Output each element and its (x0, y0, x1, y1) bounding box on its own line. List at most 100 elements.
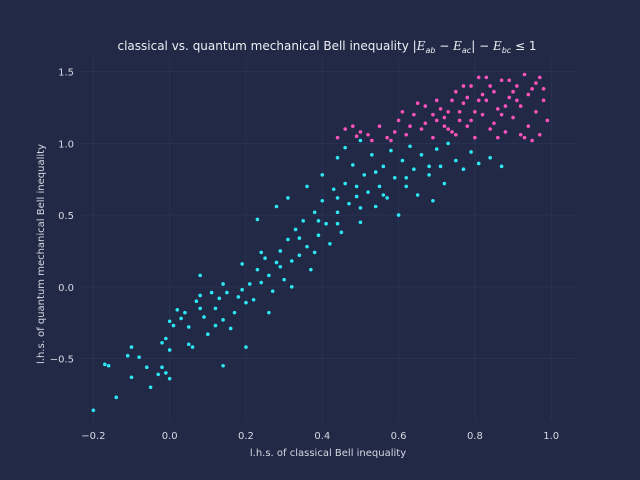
scatter-point (221, 363, 225, 368)
tick-labels: −0.2 0.0 0.2 0.4 0.6 0.8 1.0 −0.5 0.0 0.5 1.0 1.5 (50, 68, 559, 442)
scatter-point (240, 262, 244, 266)
scatter-point (335, 155, 340, 160)
x-axis-label: l.h.s. of classical Bell inequality (250, 448, 406, 459)
x-tick-label: 0.6 (391, 431, 407, 442)
scatter-point (213, 323, 218, 328)
scatter-point (263, 256, 267, 260)
scatter-point (438, 107, 443, 111)
scatter-point (267, 310, 271, 315)
scatter-point (530, 87, 534, 91)
scatter-point (541, 98, 546, 103)
y-tick-label: 0.5 (58, 211, 74, 222)
scatter-point (202, 315, 206, 319)
scatter-point (358, 130, 363, 134)
scatter-point (179, 316, 183, 321)
scatter-point (431, 198, 435, 203)
scatter-point (259, 250, 264, 255)
scatter-point (312, 210, 317, 215)
x-tick-label: 0.4 (314, 431, 330, 442)
scatter-point (114, 395, 119, 400)
scatter-point (236, 295, 241, 299)
scatter-point (511, 115, 515, 120)
scatter-point (518, 132, 523, 137)
scatter-point (507, 95, 512, 100)
scatter-point (186, 325, 191, 329)
scatter-point (457, 118, 462, 123)
scatter-point (503, 104, 508, 108)
scatter-point (427, 173, 431, 177)
scatter-point (343, 145, 347, 150)
scatter-point (274, 204, 279, 209)
scatter-point (244, 345, 248, 349)
scatter-point (446, 141, 450, 146)
scatter-point (225, 290, 229, 295)
scatter-point (209, 290, 214, 295)
scatter-point (289, 285, 294, 289)
scatter-point (476, 98, 481, 103)
scatter-point (465, 95, 470, 100)
scatter-point (171, 323, 176, 328)
scatter-point (125, 353, 130, 358)
scatter-point (499, 112, 504, 117)
scatter-point (450, 130, 454, 134)
scatter-point (297, 253, 302, 258)
scatter-point (274, 260, 279, 265)
y-axis-label: l.h.s. of quantum mechanical Bell inequa… (36, 144, 47, 364)
scatter-point (156, 372, 161, 377)
scatter-point (320, 173, 325, 177)
scatter-point (217, 296, 222, 301)
scatter-point (469, 118, 473, 123)
scatter-point (316, 219, 321, 223)
scatter-point (461, 167, 466, 171)
scatter-point (473, 110, 477, 114)
scatter-point (404, 184, 409, 189)
scatter-point (415, 101, 420, 105)
scatter-point (343, 181, 347, 186)
scatter-point (476, 161, 481, 166)
scatter-point (541, 87, 546, 91)
scatter-point (476, 75, 481, 80)
scatter-point (434, 98, 439, 103)
scatter-point (167, 348, 172, 352)
scatter-point (175, 308, 180, 312)
scatter-point (454, 158, 458, 163)
scatter-point (358, 220, 363, 225)
scatter-point (244, 300, 248, 305)
y-tick-label: 1.0 (58, 139, 74, 150)
scatter-point (324, 221, 328, 226)
scatter-point (484, 75, 489, 80)
grid (80, 58, 576, 421)
scatter-point (534, 81, 538, 85)
scatter-point (434, 118, 439, 123)
scatter-point (232, 310, 237, 315)
scatter-point (495, 135, 500, 140)
scatter-point (400, 110, 405, 114)
scatter-point (480, 112, 485, 117)
scatter-point (419, 153, 424, 157)
scatter-point (370, 153, 374, 157)
scatter-point (282, 277, 286, 282)
scatter-point (446, 127, 450, 131)
scatter-point (488, 84, 492, 88)
scatter-point (316, 233, 321, 237)
scatter-point (526, 92, 531, 97)
scatter-point (221, 282, 225, 286)
scatter-point (194, 299, 199, 304)
scatter-point (335, 221, 340, 226)
scatter-point (312, 250, 317, 255)
scatter-point (392, 130, 397, 134)
scatter-point (167, 319, 172, 324)
scatter-point (415, 193, 420, 197)
scatter-point (339, 230, 344, 235)
scatter-point (442, 115, 447, 120)
scatter-point (522, 135, 527, 140)
scatter-point (358, 138, 363, 143)
scatter-point (545, 118, 550, 123)
scatter-point (488, 155, 492, 160)
scatter-point (454, 89, 458, 94)
scatter-point (534, 110, 538, 114)
scatter-point (385, 135, 389, 140)
x-tick-label: 1.0 (543, 431, 559, 442)
scatter-point (431, 135, 435, 140)
